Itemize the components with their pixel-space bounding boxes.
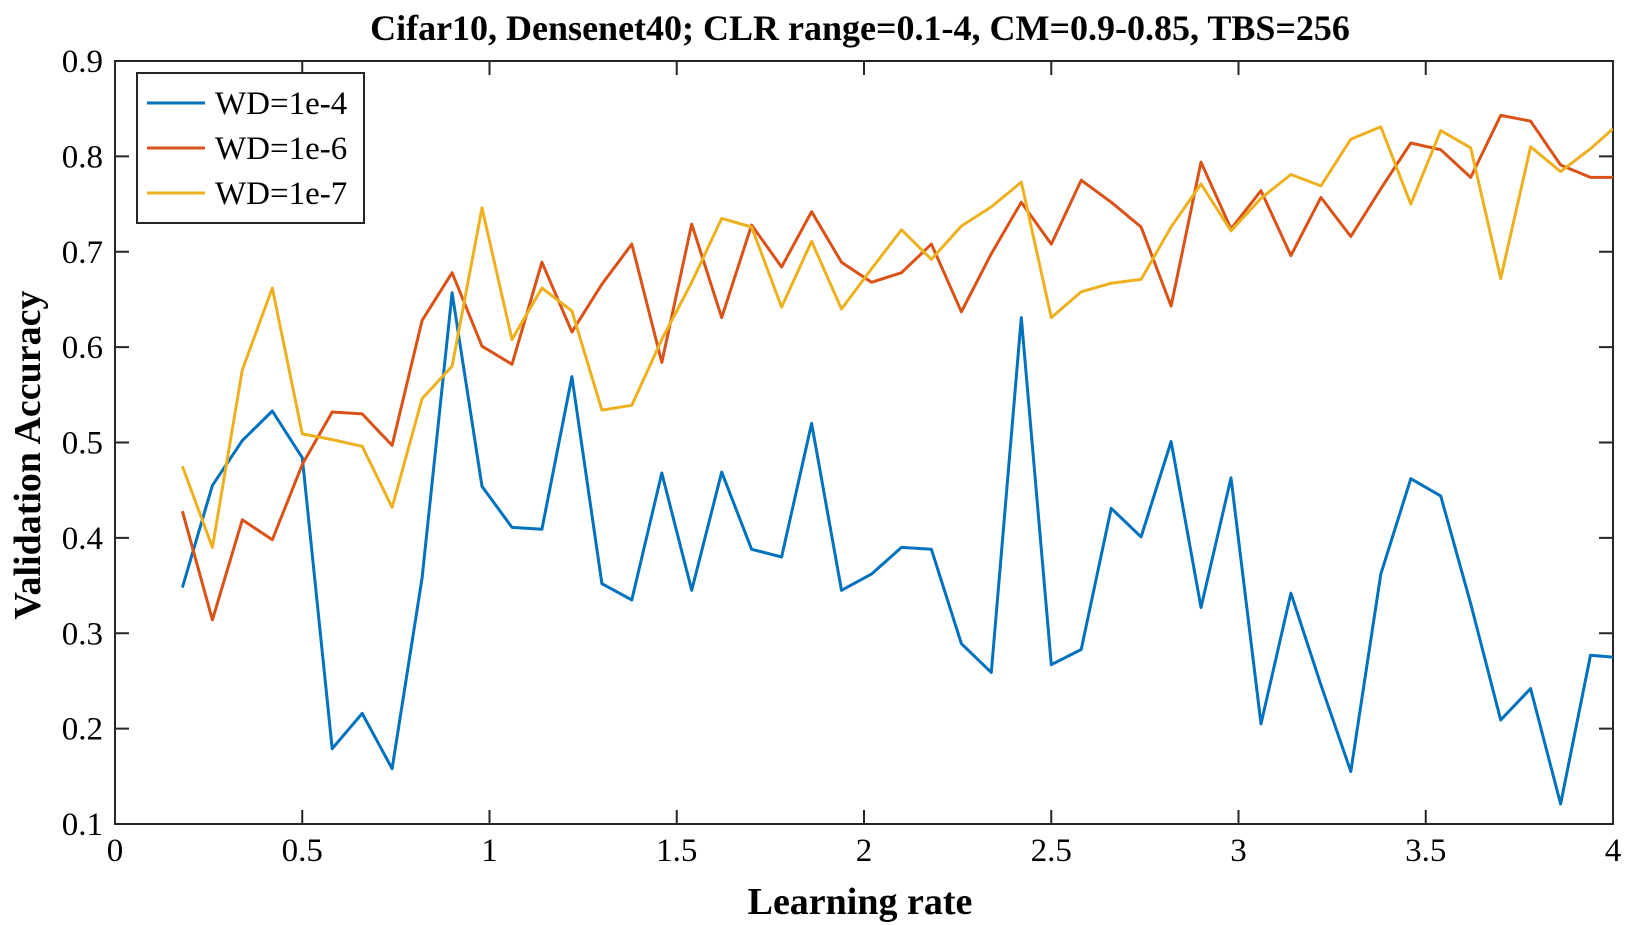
- x-tick-label: 1: [481, 833, 498, 869]
- series-line-3: [180, 125, 1613, 549]
- x-tick-label: 3.5: [1405, 833, 1446, 869]
- y-tick-label: 0.8: [62, 139, 103, 175]
- x-tick-label: 2.5: [1031, 833, 1072, 869]
- y-tick-label: 0.9: [62, 44, 103, 80]
- legend-label-3: WD=1e-7: [215, 176, 347, 212]
- y-tick-label: 0.7: [62, 235, 103, 271]
- y-tick-label: 0.2: [62, 712, 103, 748]
- legend: WD=1e-4 WD=1e-6 WD=1e-7: [136, 72, 365, 224]
- y-tick-label: 0.6: [62, 330, 103, 366]
- plot-area: 0 0.5 1 1.5 2 2.5 3 3.5 4 0.1 0.2 0.3 0.4 0.5 0.6 0.7 0.…: [62, 44, 1622, 869]
- x-tick-label: 4: [1605, 833, 1622, 869]
- series-group: [180, 113, 1613, 806]
- y-tick-label: 0.1: [62, 807, 103, 843]
- y-tick-label: 0.5: [62, 426, 103, 462]
- x-tick-label: 3: [1230, 833, 1247, 869]
- y-tick-label: 0.3: [62, 616, 103, 652]
- x-axis-label: Learning rate: [748, 881, 973, 923]
- y-axis-label-group: Validation Accuracy: [7, 291, 49, 620]
- legend-label-1: WD=1e-4: [215, 86, 347, 122]
- x-tick-label: 1.5: [656, 833, 697, 869]
- y-tick-label: 0.4: [62, 521, 103, 557]
- x-tick-label: 2: [856, 833, 873, 869]
- x-tick-label: 0.5: [282, 833, 323, 869]
- series-line-2: [180, 113, 1613, 622]
- series-line-1: [180, 291, 1613, 806]
- legend-label-2: WD=1e-6: [215, 131, 347, 167]
- x-tick-label: 0: [107, 833, 124, 869]
- chart-title: Cifar10, Densenet40; CLR range=0.1-4, CM…: [370, 8, 1350, 48]
- y-axis-label: Validation Accuracy: [7, 291, 49, 620]
